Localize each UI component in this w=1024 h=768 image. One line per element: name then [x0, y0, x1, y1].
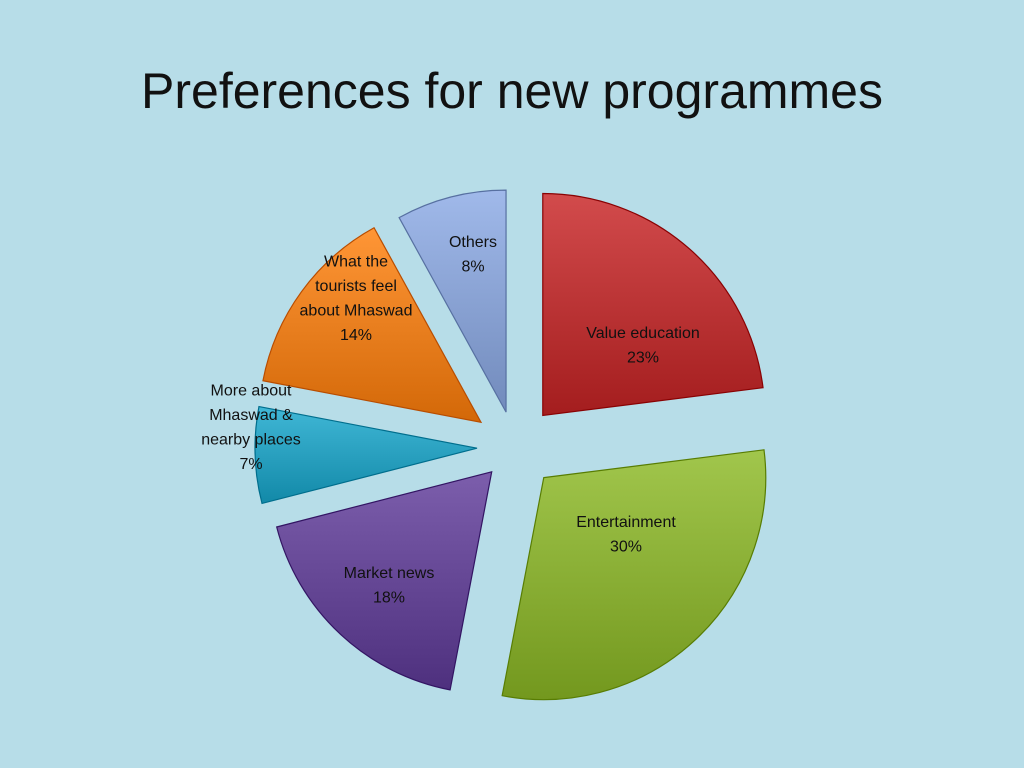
pie-slice-1 — [542, 192, 764, 417]
slice-label-line: Entertainment — [576, 514, 676, 531]
pie-slices — [254, 189, 767, 701]
pie-slice-3 — [275, 470, 493, 691]
slide-title: Preferences for new programmes — [141, 63, 883, 119]
slice-label-2: Entertainment 30% — [576, 514, 676, 556]
slice-label-5: What the tourists feel about Mhaswad 14% — [300, 253, 413, 344]
slice-label-line: Mhaswad & — [209, 407, 293, 424]
pie-slice-6 — [398, 189, 507, 413]
slice-percent: 14% — [340, 327, 372, 344]
slice-percent: 30% — [610, 538, 642, 555]
slice-percent: 18% — [373, 589, 405, 606]
slice-percent: 8% — [461, 258, 484, 275]
slice-percent: 23% — [627, 349, 659, 366]
slice-label-line: Value education — [586, 325, 700, 342]
slice-label-line: More about — [211, 382, 292, 399]
slice-label-6: Others 8% — [449, 234, 497, 276]
pie-slice-5 — [262, 226, 483, 424]
slice-percent: 7% — [239, 456, 262, 473]
pie-labels: Value education 23% Entertainment 30% Market… — [201, 234, 700, 607]
slice-label-1: Value education 23% — [586, 325, 700, 367]
slice-label-line: Others — [449, 234, 497, 251]
pie-slice-2 — [501, 449, 767, 701]
slice-label-line: about Mhaswad — [300, 302, 413, 319]
slice-label-line: What the — [324, 253, 388, 270]
slice-label-3: Market news 18% — [344, 565, 435, 607]
slice-label-line: tourists feel — [315, 278, 397, 295]
pie-slice-4 — [254, 405, 478, 505]
slice-label-line: Market news — [344, 565, 435, 582]
slice-label-line: nearby places — [201, 431, 301, 448]
slice-label-4: More about Mhaswad & nearby places 7% — [201, 382, 301, 473]
